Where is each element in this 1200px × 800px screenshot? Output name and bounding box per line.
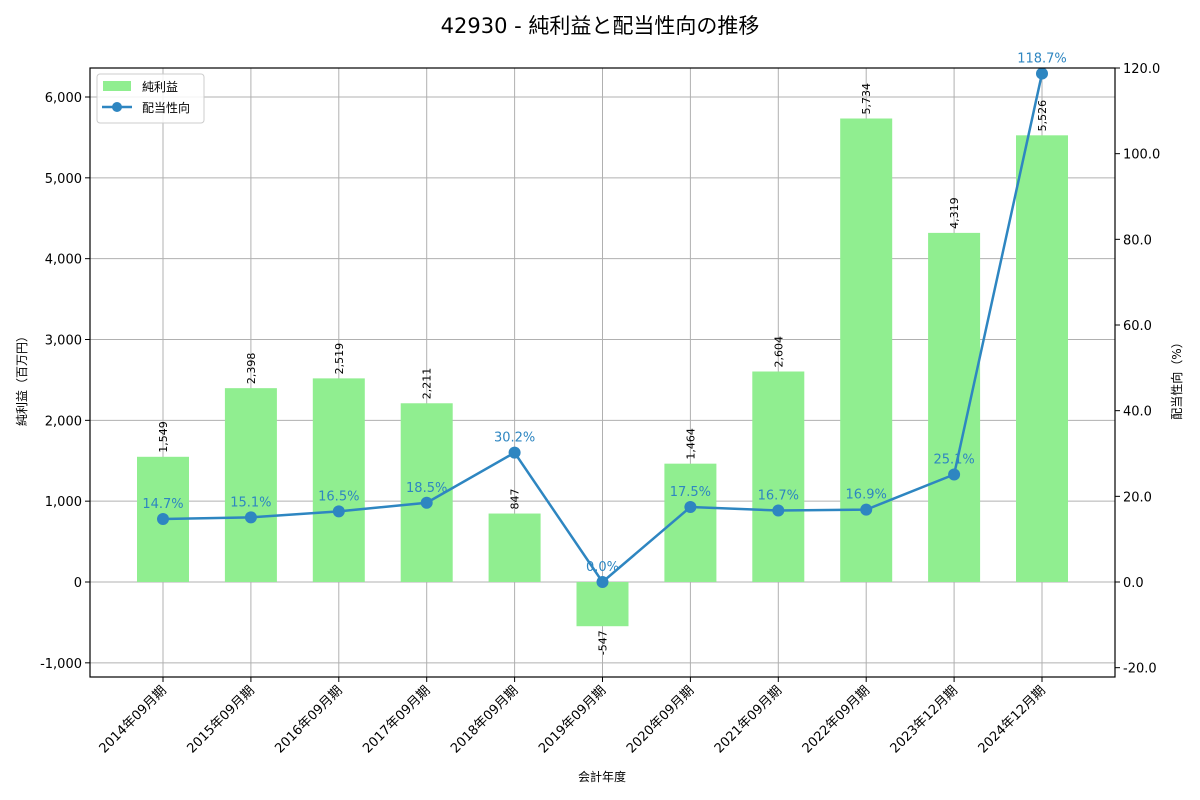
left-y-axis: -1,000 0 1,000 2,000 3,000 4,000 5,000 6,000 bbox=[40, 91, 90, 672]
data-point-marker bbox=[508, 446, 521, 459]
bar-value-label: 1,464 bbox=[684, 428, 697, 460]
right-tick-label: 100.0 bbox=[1123, 148, 1160, 163]
bar-value-label: 5,734 bbox=[860, 83, 873, 115]
left-tick-label: 2,000 bbox=[45, 414, 82, 429]
data-point-marker bbox=[332, 505, 345, 518]
data-point-marker bbox=[684, 501, 697, 514]
right-tick-label: 60.0 bbox=[1123, 319, 1152, 334]
legend: 純利益 配当性向 bbox=[96, 73, 205, 124]
payout-ratio-label: 15.1% bbox=[230, 495, 271, 510]
left-axis-title: 純利益（百万円） bbox=[15, 330, 29, 426]
x-tick-label: 2019年09月期 bbox=[536, 683, 609, 756]
left-tick-label: 4,000 bbox=[45, 253, 82, 268]
payout-ratio-label: 0.0% bbox=[586, 560, 619, 575]
x-tick-label: 2014年09月期 bbox=[97, 683, 170, 756]
bar bbox=[752, 371, 805, 582]
right-tick-label: 20.0 bbox=[1123, 490, 1152, 505]
data-point-marker bbox=[948, 468, 961, 481]
right-y-axis: -20.0 0.0 20.0 40.0 60.0 80.0 100.0 120.0 bbox=[1115, 62, 1160, 677]
data-point-marker bbox=[1036, 67, 1048, 80]
legend-label-payout-ratio: 配当性向 bbox=[142, 100, 190, 115]
bar bbox=[576, 582, 629, 627]
bar bbox=[312, 378, 365, 582]
x-axis: 2014年09月期 2015年09月期 2016年09月期 2017年09月期 2018… bbox=[97, 677, 1049, 757]
x-tick-label: 2018年09月期 bbox=[448, 683, 521, 756]
data-point-marker bbox=[420, 496, 433, 509]
right-axis-title: 配当性向（%） bbox=[1169, 336, 1184, 419]
x-axis-title: 会計年度 bbox=[578, 769, 626, 784]
left-tick-label: 3,000 bbox=[45, 334, 82, 349]
x-tick-label: 2023年12月期 bbox=[888, 683, 961, 756]
x-tick-label: 2017年09月期 bbox=[360, 683, 433, 756]
bar-value-labels: 1,549 2,398 2,519 2,211 847 -547 1,464 2,604 5,7… bbox=[157, 83, 1049, 655]
data-point-marker bbox=[860, 503, 873, 516]
bar bbox=[1016, 135, 1068, 582]
right-tick-label: 120.0 bbox=[1123, 62, 1160, 77]
left-tick-label: 6,000 bbox=[45, 91, 82, 106]
bar bbox=[488, 513, 541, 582]
data-point-marker bbox=[244, 511, 257, 524]
bar-value-label: 5,526 bbox=[1036, 100, 1049, 132]
x-tick-label: 2024年12月期 bbox=[976, 683, 1049, 756]
bar-value-label: -547 bbox=[597, 630, 610, 655]
bar-value-label: 1,549 bbox=[157, 421, 170, 453]
x-tick-label: 2016年09月期 bbox=[272, 683, 345, 756]
data-point-marker bbox=[157, 513, 169, 526]
legend-marker-icon bbox=[112, 102, 122, 112]
payout-ratio-label: 25.1% bbox=[933, 452, 974, 467]
bar-value-label: 2,211 bbox=[421, 368, 434, 400]
x-tick-label: 2022年09月期 bbox=[800, 683, 873, 756]
payout-ratio-label: 118.7% bbox=[1017, 52, 1067, 67]
right-tick-label: 0.0 bbox=[1123, 576, 1144, 591]
x-tick-label: 2015年09月期 bbox=[184, 683, 257, 756]
payout-ratio-label: 16.7% bbox=[758, 488, 799, 503]
payout-ratio-label: 16.9% bbox=[846, 488, 887, 503]
legend-label-net-income: 純利益 bbox=[142, 80, 178, 94]
left-tick-label: 5,000 bbox=[45, 172, 82, 187]
payout-ratio-label: 30.2% bbox=[494, 431, 535, 446]
left-tick-label: -1,000 bbox=[40, 657, 82, 672]
data-point-marker bbox=[596, 576, 609, 588]
right-tick-label: 80.0 bbox=[1123, 233, 1152, 248]
left-tick-label: 1,000 bbox=[45, 495, 82, 510]
line-series-payout-ratio bbox=[157, 67, 1048, 588]
line-value-labels: 14.7% 15.1% 16.5% 18.5% 30.2% 0.0% 17.5% 16.7% 1… bbox=[142, 52, 1066, 575]
bar bbox=[928, 232, 981, 582]
bar-value-label: 4,319 bbox=[948, 197, 961, 229]
payout-ratio-label: 18.5% bbox=[406, 481, 447, 496]
x-tick-label: 2021年09月期 bbox=[712, 683, 785, 756]
payout-ratio-label: 17.5% bbox=[670, 485, 711, 500]
bar-value-label: 2,398 bbox=[245, 353, 258, 385]
data-point-marker bbox=[772, 504, 785, 517]
right-tick-label: 40.0 bbox=[1123, 405, 1152, 420]
right-tick-label: -20.0 bbox=[1123, 662, 1157, 677]
chart-title: 42930 - 純利益と配当性向の推移 bbox=[440, 14, 760, 38]
payout-ratio-label: 14.7% bbox=[142, 497, 183, 512]
bar-value-label: 847 bbox=[509, 489, 522, 510]
bar-value-label: 2,519 bbox=[333, 343, 346, 375]
legend-bar-swatch bbox=[103, 81, 131, 91]
x-tick-label: 2020年09月期 bbox=[624, 683, 697, 756]
left-tick-label: 0 bbox=[74, 576, 82, 591]
bar-value-label: 2,604 bbox=[772, 336, 785, 368]
bar bbox=[224, 388, 277, 582]
payout-ratio-label: 16.5% bbox=[318, 489, 359, 504]
